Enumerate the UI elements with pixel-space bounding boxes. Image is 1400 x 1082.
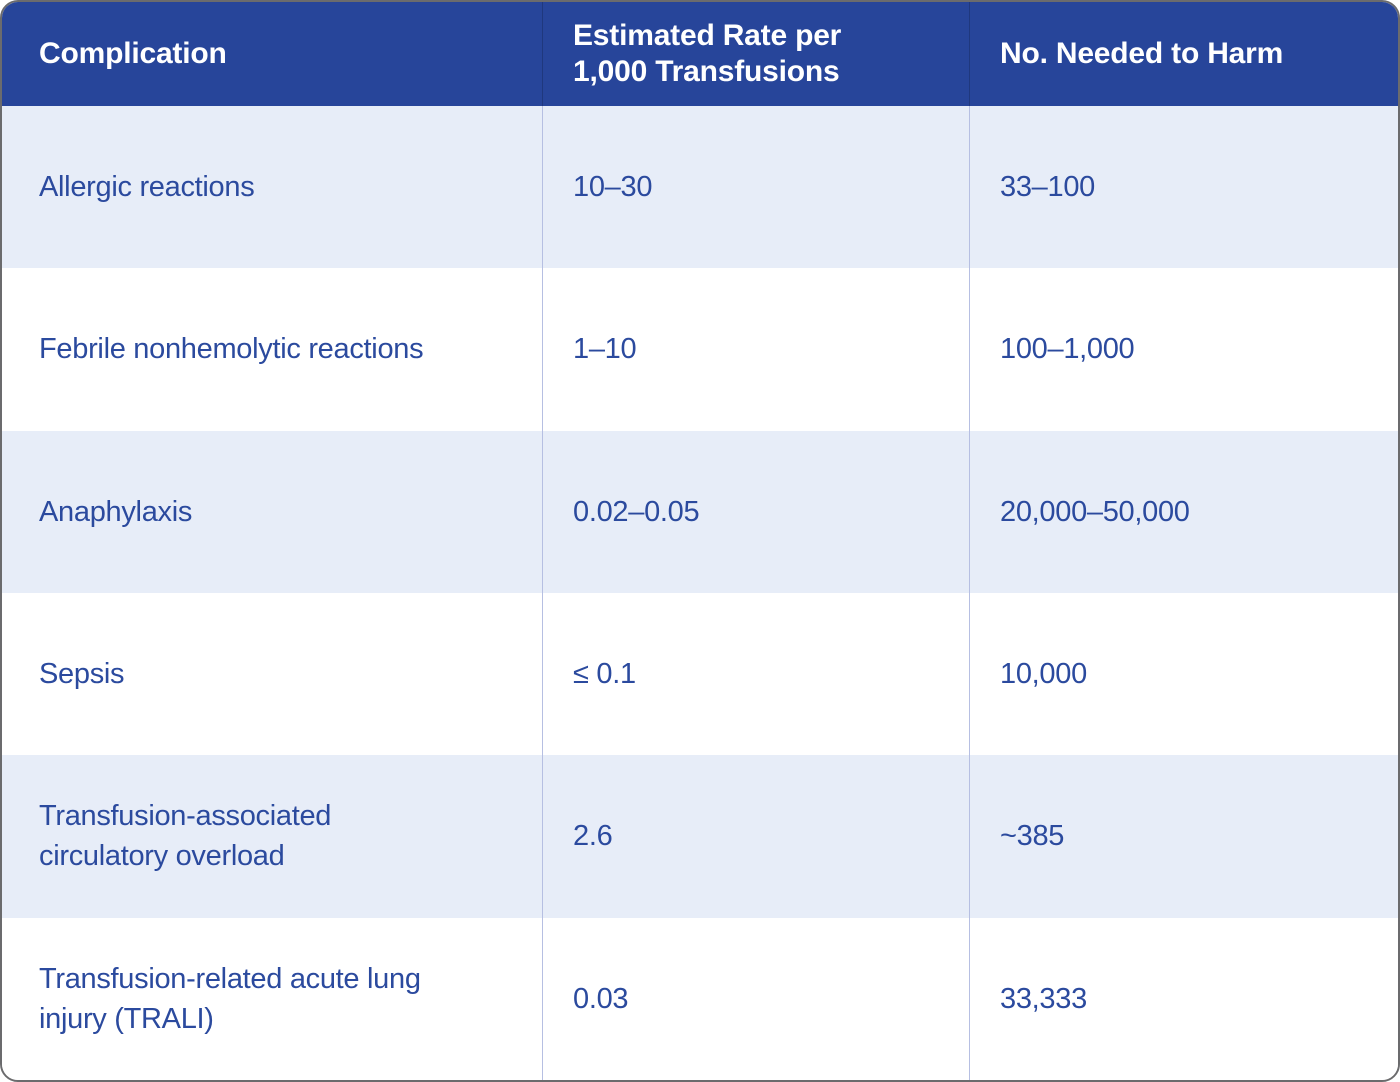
cell-complication: Allergic reactions <box>2 106 542 268</box>
cell-rate: ≤ 0.1 <box>542 592 969 756</box>
nnh-value: 20,000–50,000 <box>1000 495 1190 528</box>
complication-label: Allergic reactions <box>39 171 255 204</box>
nnh-value: ~385 <box>1000 820 1065 853</box>
header-label-number-needed-to-harm: No. Needed to Harm <box>1000 37 1284 70</box>
rate-value: 0.02–0.05 <box>573 495 700 528</box>
nnh-value: 100–1,000 <box>1000 333 1135 366</box>
header-cell-complication: Complication <box>2 2 542 106</box>
rate-value: 2.6 <box>573 820 613 853</box>
complication-label: Anaphylaxis <box>39 495 193 528</box>
rate-value: 10–30 <box>573 171 653 204</box>
cell-nnh: 33,333 <box>969 917 1398 1080</box>
complication-label: Transfusion-related acute lung injury (T… <box>39 962 421 1035</box>
cell-complication: Febrile nonhemolytic reactions <box>2 268 542 430</box>
cell-complication: Anaphylaxis <box>2 431 542 593</box>
nnh-value: 33,333 <box>1000 982 1087 1015</box>
header-label-complication: Complication <box>39 37 227 70</box>
cell-rate: 0.03 <box>542 917 969 1080</box>
complication-label: Sepsis <box>39 658 125 691</box>
cell-nnh: 10,000 <box>969 592 1398 756</box>
table-row-febrile-nonhemolytic-reactions: Febrile nonhemolytic reactions 1–10 100–… <box>2 268 1398 431</box>
table-row-sepsis: Sepsis ≤ 0.1 10,000 <box>2 592 1398 756</box>
rate-value: 0.03 <box>573 982 629 1015</box>
nnh-value: 10,000 <box>1000 658 1087 691</box>
table-row-trali: Transfusion-related acute lung injury (T… <box>2 917 1398 1080</box>
cell-nnh: ~385 <box>969 755 1398 918</box>
table-header-row: Complication Estimated Rate per 1,000 Tr… <box>2 2 1398 106</box>
cell-nnh: 100–1,000 <box>969 268 1398 431</box>
cell-rate: 0.02–0.05 <box>542 430 969 593</box>
table-row-anaphylaxis: Anaphylaxis 0.02–0.05 20,000–50,000 <box>2 430 1398 593</box>
table-row-allergic-reactions: Allergic reactions 10–30 33–100 <box>2 106 1398 269</box>
cell-rate: 1–10 <box>542 268 969 431</box>
table-row-transfusion-associated-circulatory-overload: Transfusion-associated circulatory overl… <box>2 755 1398 918</box>
header-cell-estimated-rate: Estimated Rate per 1,000 Transfusions <box>542 2 969 106</box>
header-cell-number-needed-to-harm: No. Needed to Harm <box>969 2 1398 106</box>
cell-complication: Transfusion-associated circulatory overl… <box>2 755 542 917</box>
cell-nnh: 20,000–50,000 <box>969 430 1398 593</box>
header-label-estimated-rate: Estimated Rate per 1,000 Transfusions <box>573 19 842 88</box>
cell-complication: Sepsis <box>2 593 542 755</box>
cell-rate: 10–30 <box>542 106 969 269</box>
nnh-value: 33–100 <box>1000 171 1095 204</box>
rate-value: ≤ 0.1 <box>573 658 636 691</box>
complication-label: Transfusion-associated circulatory overl… <box>39 800 332 873</box>
cell-rate: 2.6 <box>542 755 969 918</box>
complication-label: Febrile nonhemolytic reactions <box>39 333 424 366</box>
rate-value: 1–10 <box>573 333 637 366</box>
cell-complication: Transfusion-related acute lung injury (T… <box>2 918 542 1080</box>
cell-nnh: 33–100 <box>969 106 1398 269</box>
